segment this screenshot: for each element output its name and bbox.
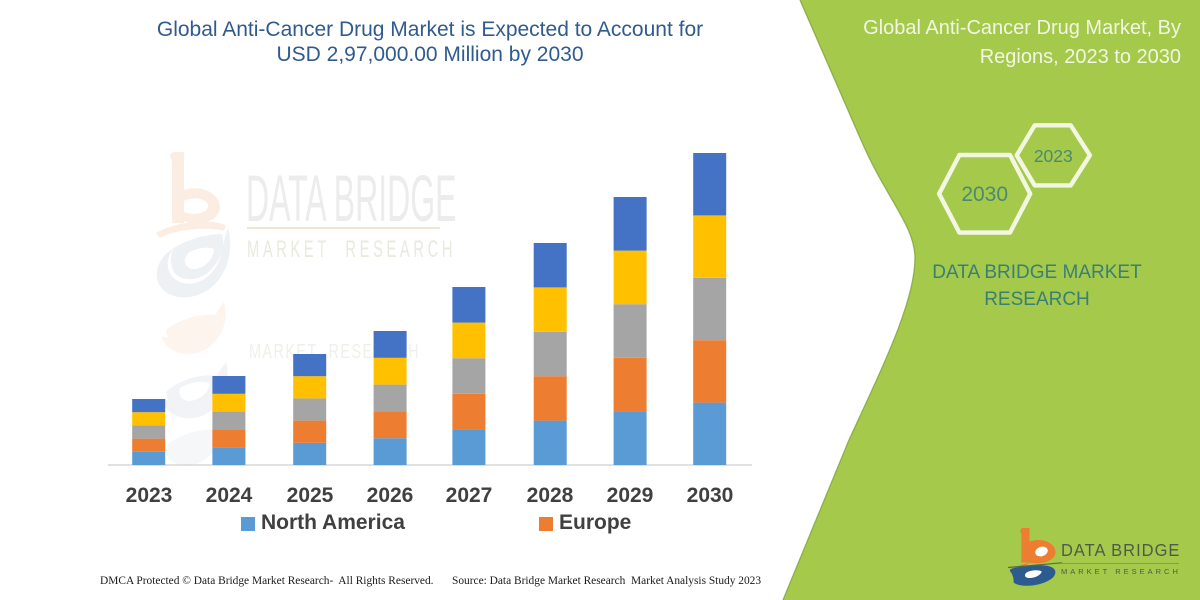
- svg-text:DATA BRIDGE: DATA BRIDGE: [1061, 541, 1180, 560]
- svg-text:MARKET RESEARCH: MARKET RESEARCH: [1061, 567, 1181, 576]
- svg-text:2030: 2030: [961, 183, 1008, 206]
- svg-text:2023: 2023: [1034, 146, 1073, 166]
